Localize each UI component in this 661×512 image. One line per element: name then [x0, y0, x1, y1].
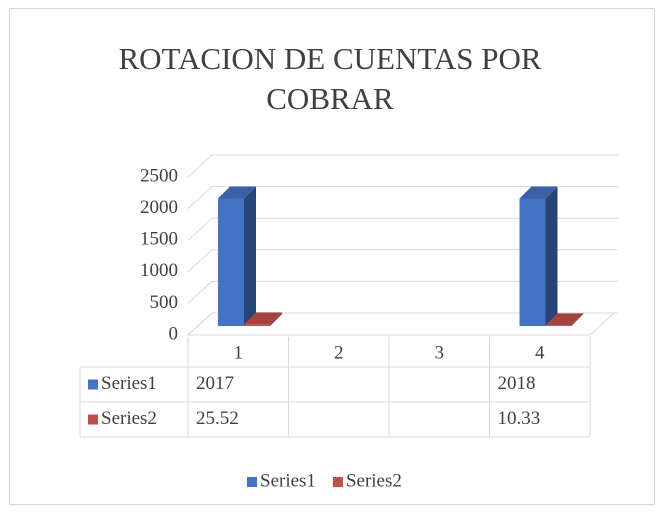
x-tick-label: 2	[334, 342, 344, 363]
legend-key	[247, 477, 257, 487]
bar-side	[270, 312, 282, 326]
legend-key	[332, 477, 343, 487]
table-series-name: Series1	[101, 373, 157, 394]
y-tick-label: 500	[150, 292, 179, 313]
table-value: 2018	[498, 373, 536, 394]
y-tick-label: 1000	[140, 260, 178, 281]
bar-top	[545, 313, 584, 326]
bar-side	[244, 186, 256, 326]
grid-line	[187, 186, 618, 209]
y-tick-label: 2500	[140, 165, 178, 186]
table-series-name: Series2	[101, 408, 157, 429]
bar-side	[571, 313, 584, 326]
grid-line	[187, 154, 618, 178]
grid-line	[187, 280, 618, 304]
grid-line	[187, 249, 618, 273]
grid-line	[187, 217, 618, 241]
legend-label: Series1	[260, 470, 316, 491]
y-tick-label: 1500	[140, 229, 178, 250]
bar	[218, 198, 244, 326]
bar	[545, 325, 572, 326]
chart-title: ROTACION DE CUENTAS POR COBRAR	[118, 41, 541, 116]
table-value: 2017	[196, 373, 234, 394]
x-tick-label: 1	[234, 342, 244, 363]
table-value: 25.52	[196, 408, 239, 429]
bar-side	[545, 186, 558, 326]
bar-top	[244, 312, 282, 325]
table-legend-key	[88, 414, 98, 425]
table-legend-key	[88, 379, 98, 390]
y-tick-label: 0	[169, 323, 179, 344]
table-value: 10.33	[498, 408, 541, 429]
legend-label: Series2	[346, 470, 402, 491]
x-tick-label: 4	[535, 342, 545, 363]
y-tick-label: 2000	[140, 197, 178, 218]
bar-top	[519, 186, 558, 199]
bar-top	[218, 186, 256, 199]
x-tick-label: 3	[435, 342, 445, 363]
grid-line	[187, 312, 618, 336]
bar	[244, 324, 270, 326]
bar	[519, 198, 546, 326]
